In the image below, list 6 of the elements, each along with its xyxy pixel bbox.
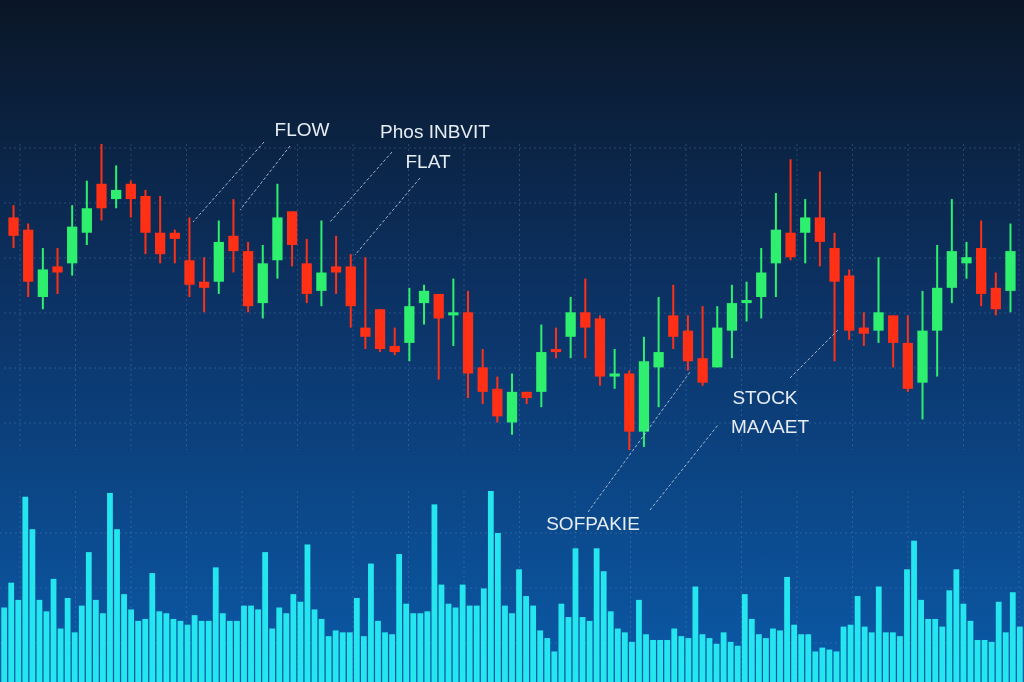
annotation: SOFPAKIE [546, 513, 640, 534]
annotation: MAΛAET [730, 416, 810, 437]
annotation: STOCK [732, 387, 798, 408]
annotation: FLAT [405, 151, 451, 172]
text: Phos INBVIT [380, 121, 491, 142]
text: FLOW [274, 119, 330, 140]
